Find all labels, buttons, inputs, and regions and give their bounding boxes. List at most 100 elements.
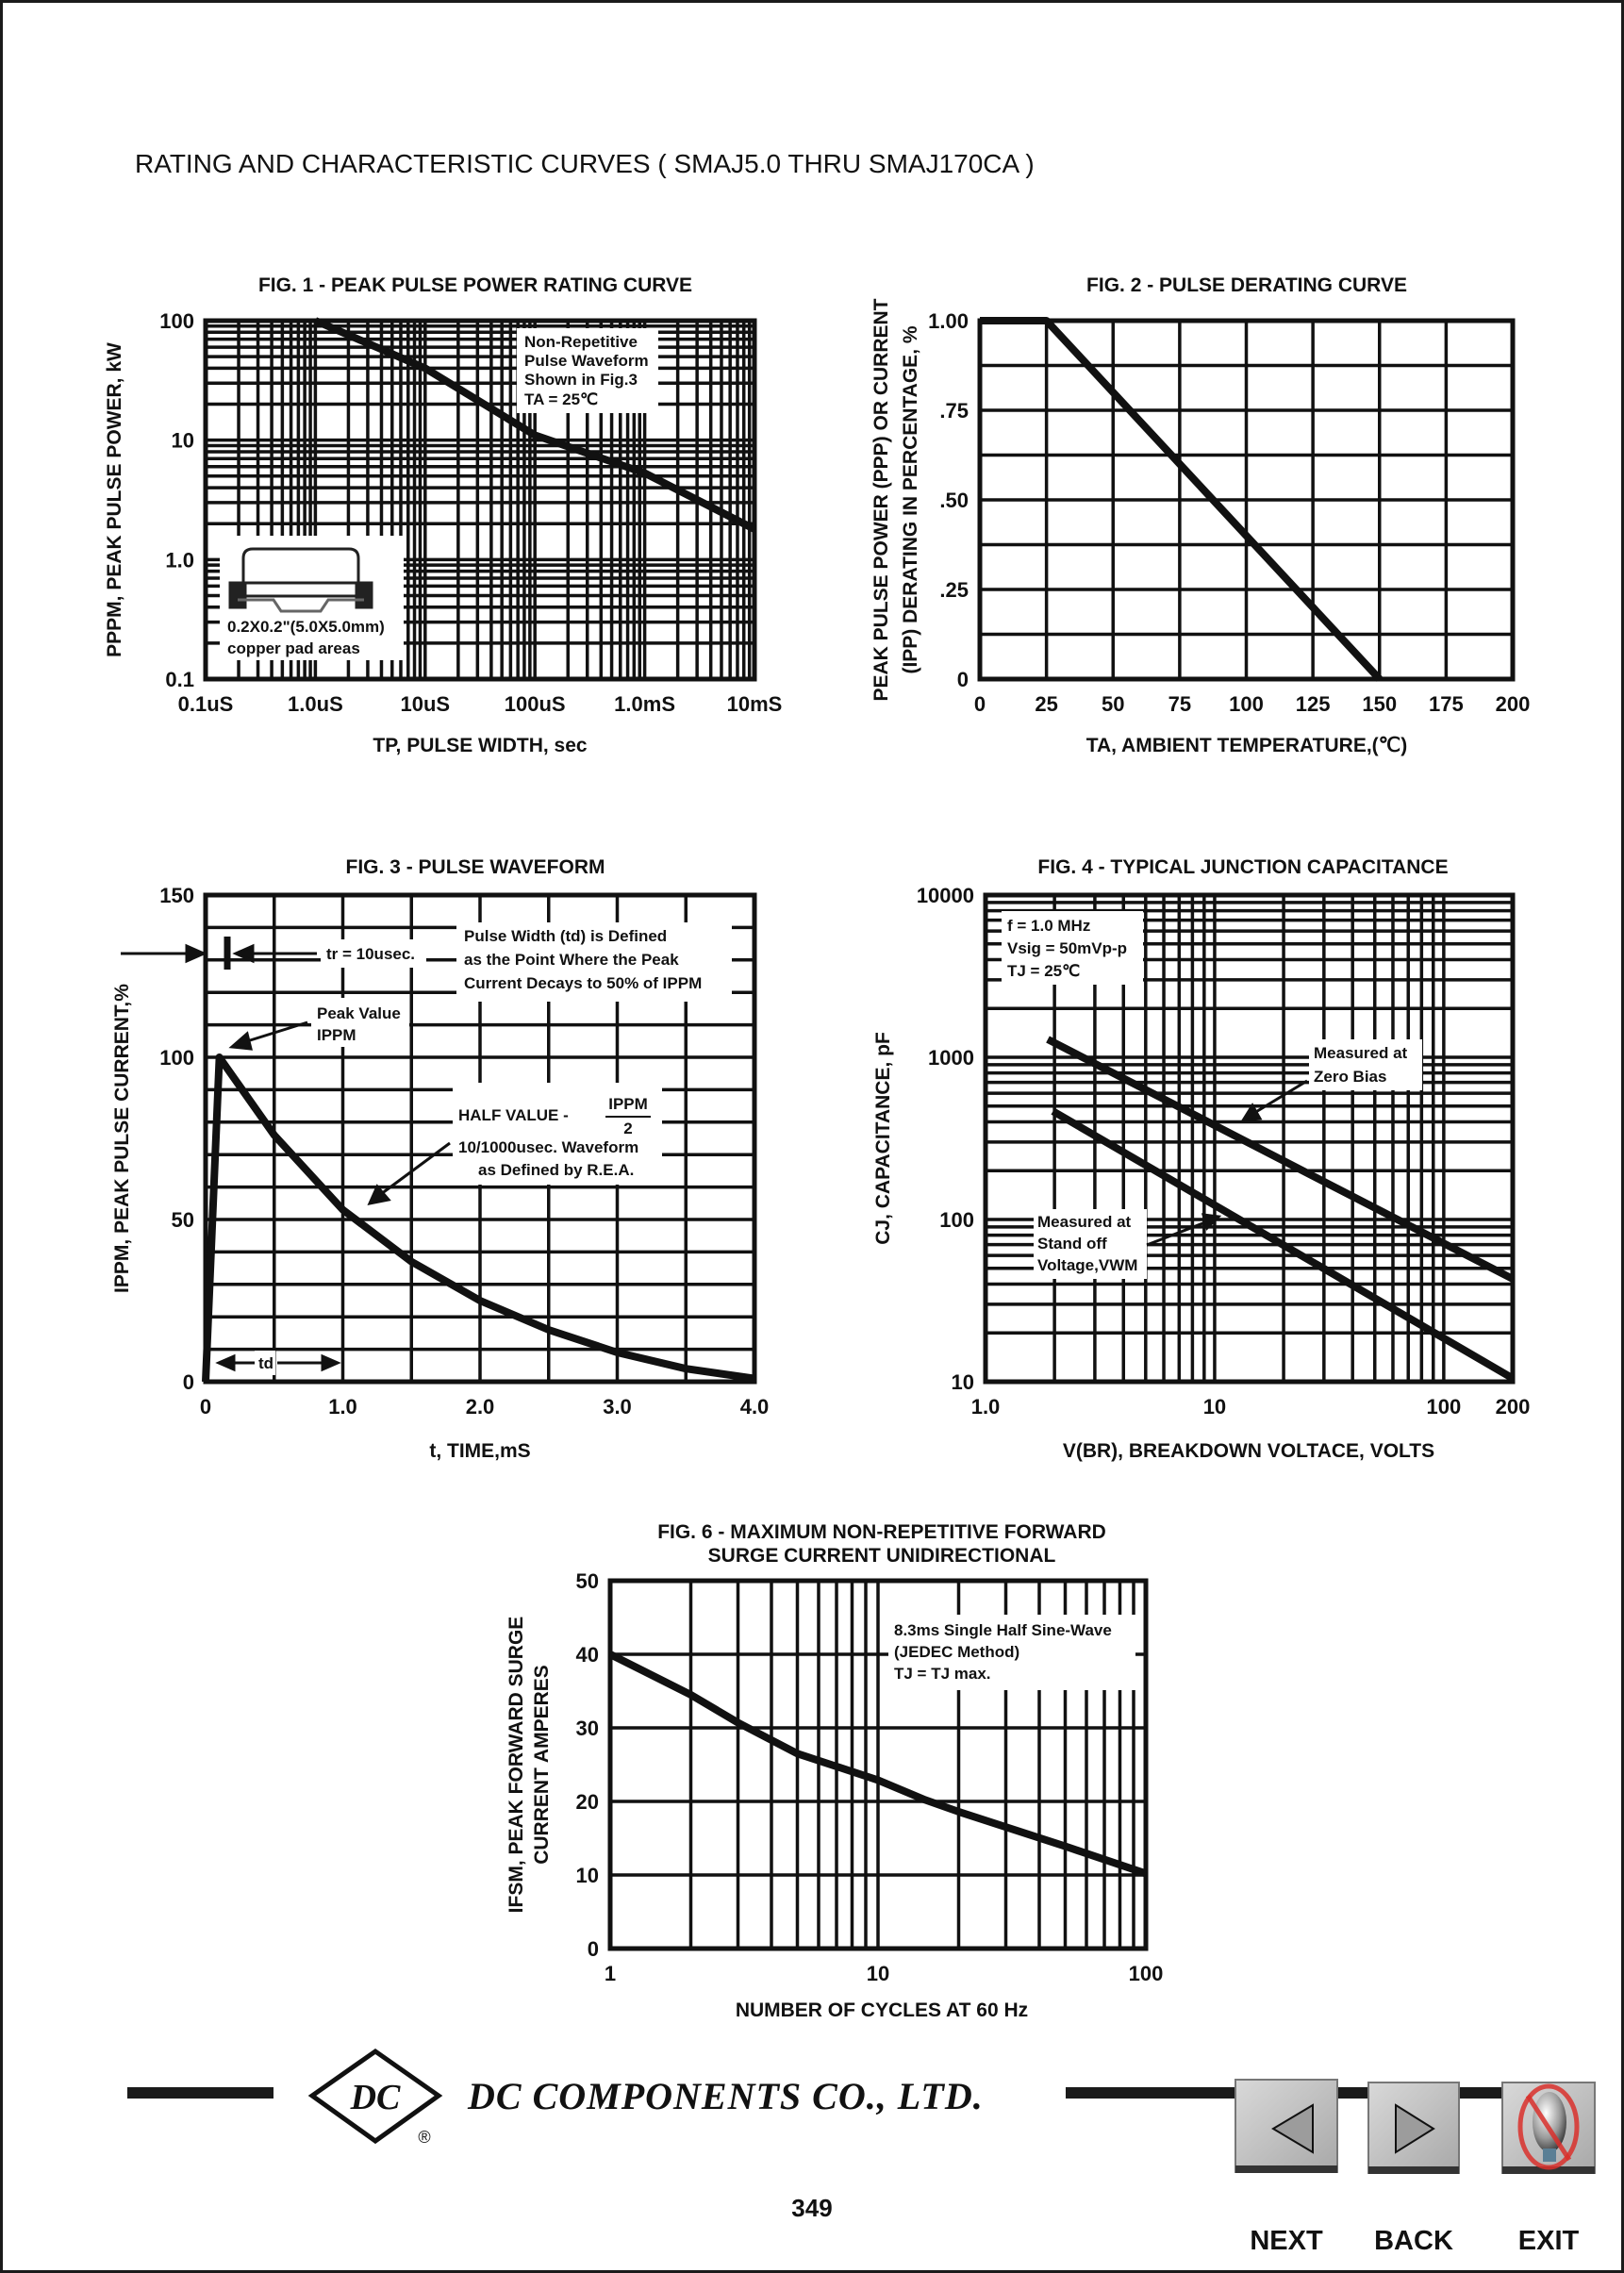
fig3-annotation: td — [258, 1354, 273, 1372]
fig1-title: FIG. 1 - PEAK PULSE POWER RATING CURVE — [258, 274, 692, 296]
plot-frame — [983, 892, 1516, 1385]
fig4-annotation: Measured at — [1037, 1213, 1132, 1231]
annotation-background — [311, 998, 409, 1047]
fig3-annotation: IPPM — [317, 1026, 356, 1044]
series-line-1 — [980, 317, 1383, 682]
arrow-head-icon — [321, 1353, 341, 1372]
fig3-annotation: Current Decays to 50% of IPPM — [464, 974, 702, 992]
y-tick-label: 100 — [159, 1046, 194, 1070]
fig4-arrows — [1146, 1079, 1308, 1247]
annotation-background — [453, 1083, 662, 1185]
x-tick-label: 0.1uS — [178, 692, 234, 716]
fig3-annotation: 2 — [623, 1120, 632, 1137]
registered-mark: ® — [418, 2128, 430, 2147]
logo-diamond — [307, 2048, 443, 2145]
x-tick-label: 50 — [1102, 692, 1124, 716]
y-tick-label: 10 — [172, 429, 194, 453]
annotation-background — [321, 939, 426, 968]
no-sign-bulb-icon — [1517, 2083, 1580, 2170]
annotation-background — [1309, 1039, 1422, 1090]
fig4-x-axis-title: V(BR), BREAKDOWN VOLTACE, VOLTS — [1063, 1440, 1434, 1462]
arrow-head-icon — [215, 1353, 236, 1372]
y-tick-label: 150 — [159, 884, 194, 907]
fig6-annotation: TJ = TJ max. — [894, 1665, 991, 1683]
y-tick-label: 0.1 — [165, 668, 194, 691]
fig1-annotation: Pulse Waveform — [524, 352, 649, 370]
label-layer: 0.1uS 1.0uS 10uS 100uS 1.0mS 10mS100101.00.10… — [159, 309, 1530, 1985]
x-tick-label: 0 — [974, 692, 986, 716]
x-tick-label: 3.0 — [603, 1395, 632, 1419]
annotation-background — [1002, 911, 1143, 985]
footer-rule-left — [127, 2087, 273, 2099]
fig3-arrows — [121, 937, 651, 1372]
y-tick-label: .50 — [939, 489, 969, 512]
fig1-annotation: TA = 25℃ — [524, 390, 598, 408]
back-label[interactable]: BACK — [1374, 2226, 1453, 2256]
y-tick-label: .75 — [939, 399, 969, 423]
y-tick-label: 100 — [939, 1208, 974, 1232]
fig4-annotation: Stand off — [1037, 1235, 1107, 1253]
fig3-annotation: 10/1000usec. Waveform — [458, 1138, 638, 1156]
x-tick-label: 4.0 — [740, 1395, 770, 1419]
fig3-x-axis-title: t, TIME,mS — [429, 1440, 530, 1462]
logo-monogram: DC — [350, 2078, 401, 2117]
fig3-title: FIG. 3 - PULSE WAVEFORM — [346, 856, 605, 878]
x-tick-label: 100uS — [505, 692, 566, 716]
next-button[interactable]: NEXT — [1235, 2079, 1338, 2256]
arrow-head-icon — [228, 1031, 253, 1051]
y-tick-label: 50 — [172, 1208, 194, 1232]
y-tick-label: 100 — [159, 309, 194, 333]
fig4-annotation: Vsig = 50mVp-p — [1007, 939, 1127, 957]
x-tick-label: 100 — [1229, 692, 1264, 716]
fig4-annotation: f = 1.0 MHz — [1007, 917, 1090, 935]
fig6-title: FIG. 6 - MAXIMUM NON-REPETITIVE FORWARD — [657, 1521, 1106, 1543]
x-tick-label: 10mS — [727, 692, 783, 716]
annotation-background — [1034, 1209, 1147, 1279]
annotation-background — [517, 328, 658, 413]
chart-2-grid — [978, 319, 1515, 681]
right-triangle-icon — [1395, 2103, 1435, 2154]
fig1-annotation: copper pad areas — [227, 639, 360, 657]
fig1-x-axis-title: TP, PULSE WIDTH, sec — [373, 735, 587, 756]
y-tick-label: 10 — [952, 1370, 974, 1394]
exit-button[interactable]: EXIT — [1501, 2082, 1596, 2256]
fig2-y-axis-title: (IPP) DERATING IN PERCENTAGE, % — [900, 325, 921, 673]
next-label[interactable]: NEXT — [1250, 2226, 1323, 2256]
x-tick-label: 125 — [1296, 692, 1331, 716]
annotation-backgrounds — [220, 328, 1422, 1690]
fig3-y-axis-title: IPPM, PEAK PULSE CURRENT,% — [111, 984, 133, 1293]
y-tick-label: 30 — [576, 1717, 599, 1740]
plot-frame — [607, 1578, 1149, 1951]
x-tick-label: 1 — [605, 1962, 616, 1985]
fig1-y-axis-title: PPPM, PEAK PULSE POWER, kW — [104, 342, 125, 657]
smd-package-icon — [228, 547, 373, 613]
arrow-head-icon — [1201, 1213, 1222, 1231]
back-button[interactable]: BACK — [1367, 2082, 1460, 2256]
fig6-title: SURGE CURRENT UNIDIRECTIONAL — [708, 1545, 1056, 1567]
fig3-annotation: tr = 10usec. — [326, 945, 415, 963]
left-triangle-icon — [1271, 2103, 1314, 2154]
y-tick-label: 1000 — [928, 1046, 974, 1070]
fig3-annotation: as Defined by R.E.A. — [478, 1161, 634, 1179]
company-logo: DC ® — [307, 2048, 443, 2147]
arrow-line — [246, 1020, 308, 1043]
annotation-background — [888, 1615, 1135, 1690]
company-name: DC COMPONENTS CO., LTD. — [467, 2075, 984, 2117]
x-tick-label: 100 — [1129, 1962, 1164, 1985]
arrow-head-icon — [1240, 1103, 1263, 1122]
fig6-y-axis-title: IFSM, PEAK FORWARD SURGE — [505, 1617, 527, 1914]
plot-frame — [977, 318, 1516, 682]
x-tick-label: 175 — [1429, 692, 1464, 716]
arrow-head-icon — [367, 1184, 391, 1206]
x-tick-label: 10 — [867, 1962, 889, 1985]
series-layer — [202, 317, 1516, 1951]
fig4-y-axis-title: CJ, CAPACITANCE, pF — [872, 1032, 894, 1245]
exit-label[interactable]: EXIT — [1518, 2226, 1580, 2256]
fig4-title: FIG. 4 - TYPICAL JUNCTION CAPACITANCE — [1037, 856, 1448, 878]
series-line-1 — [202, 1054, 755, 1383]
x-tick-label: 200 — [1496, 1395, 1531, 1419]
fig6-annotation: (JEDEC Method) — [894, 1643, 1019, 1661]
y-tick-label: .25 — [939, 578, 969, 602]
fig4-annotation: Zero Bias — [1314, 1068, 1386, 1086]
